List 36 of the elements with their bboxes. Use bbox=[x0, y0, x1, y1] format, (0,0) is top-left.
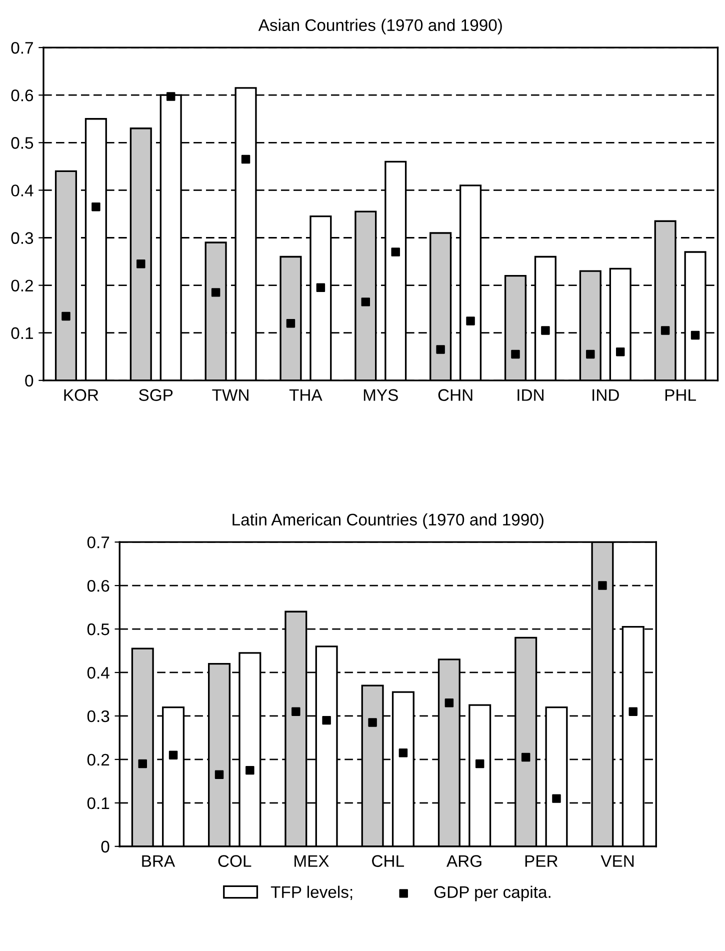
x-tick-label: PER bbox=[525, 855, 558, 867]
y-tick-label: 0 bbox=[101, 840, 110, 853]
x-tick-label: THA bbox=[289, 389, 322, 401]
y-tick-label: 0 bbox=[25, 374, 34, 387]
x-tick-label: COL bbox=[218, 855, 252, 867]
x-tick-label: SGP bbox=[139, 389, 173, 401]
y-tick-label: 0.3 bbox=[11, 232, 34, 244]
y-tick-label: 0.2 bbox=[87, 754, 110, 766]
legend-label: TFP levels; bbox=[270, 886, 352, 900]
y-tick-label: 0.7 bbox=[87, 536, 110, 548]
x-tick-label: TWN bbox=[212, 389, 248, 401]
legend-label: GDP per capita. bbox=[434, 886, 550, 902]
x-tick-label: PHL bbox=[665, 389, 696, 401]
y-tick-label: 0.3 bbox=[87, 710, 110, 722]
y-tick-label: 0.1 bbox=[11, 327, 33, 340]
y-tick-label: 0.6 bbox=[87, 580, 110, 592]
x-tick-label: MYS bbox=[364, 389, 398, 401]
x-tick-label: ARG bbox=[446, 855, 482, 867]
x-tick-label: MEX bbox=[294, 855, 329, 867]
y-tick-label: 0.7 bbox=[11, 42, 33, 54]
y-tick-label: 0.6 bbox=[11, 90, 34, 102]
x-tick-label: IDN bbox=[518, 389, 544, 401]
x-tick-label: IND bbox=[592, 389, 619, 401]
x-tick-label: KOR bbox=[64, 389, 98, 401]
y-tick-label: 0.5 bbox=[87, 623, 110, 636]
x-tick-label: BRA bbox=[142, 855, 176, 867]
x-tick-label: CHN bbox=[438, 389, 472, 401]
y-tick-label: 0.4 bbox=[11, 184, 34, 196]
y-tick-label: 0.4 bbox=[87, 666, 110, 679]
y-tick-label: 0.1 bbox=[87, 797, 110, 810]
x-tick-label: VEN bbox=[600, 855, 634, 867]
y-tick-label: 0.5 bbox=[11, 137, 34, 149]
chart-title: Latin American Countries (1970 and 1990) bbox=[232, 513, 544, 529]
chart-title: Asian Countries (1970 and 1990) bbox=[258, 18, 502, 34]
y-tick-label: 0.2 bbox=[11, 280, 33, 292]
x-tick-label: CHL bbox=[372, 855, 404, 867]
